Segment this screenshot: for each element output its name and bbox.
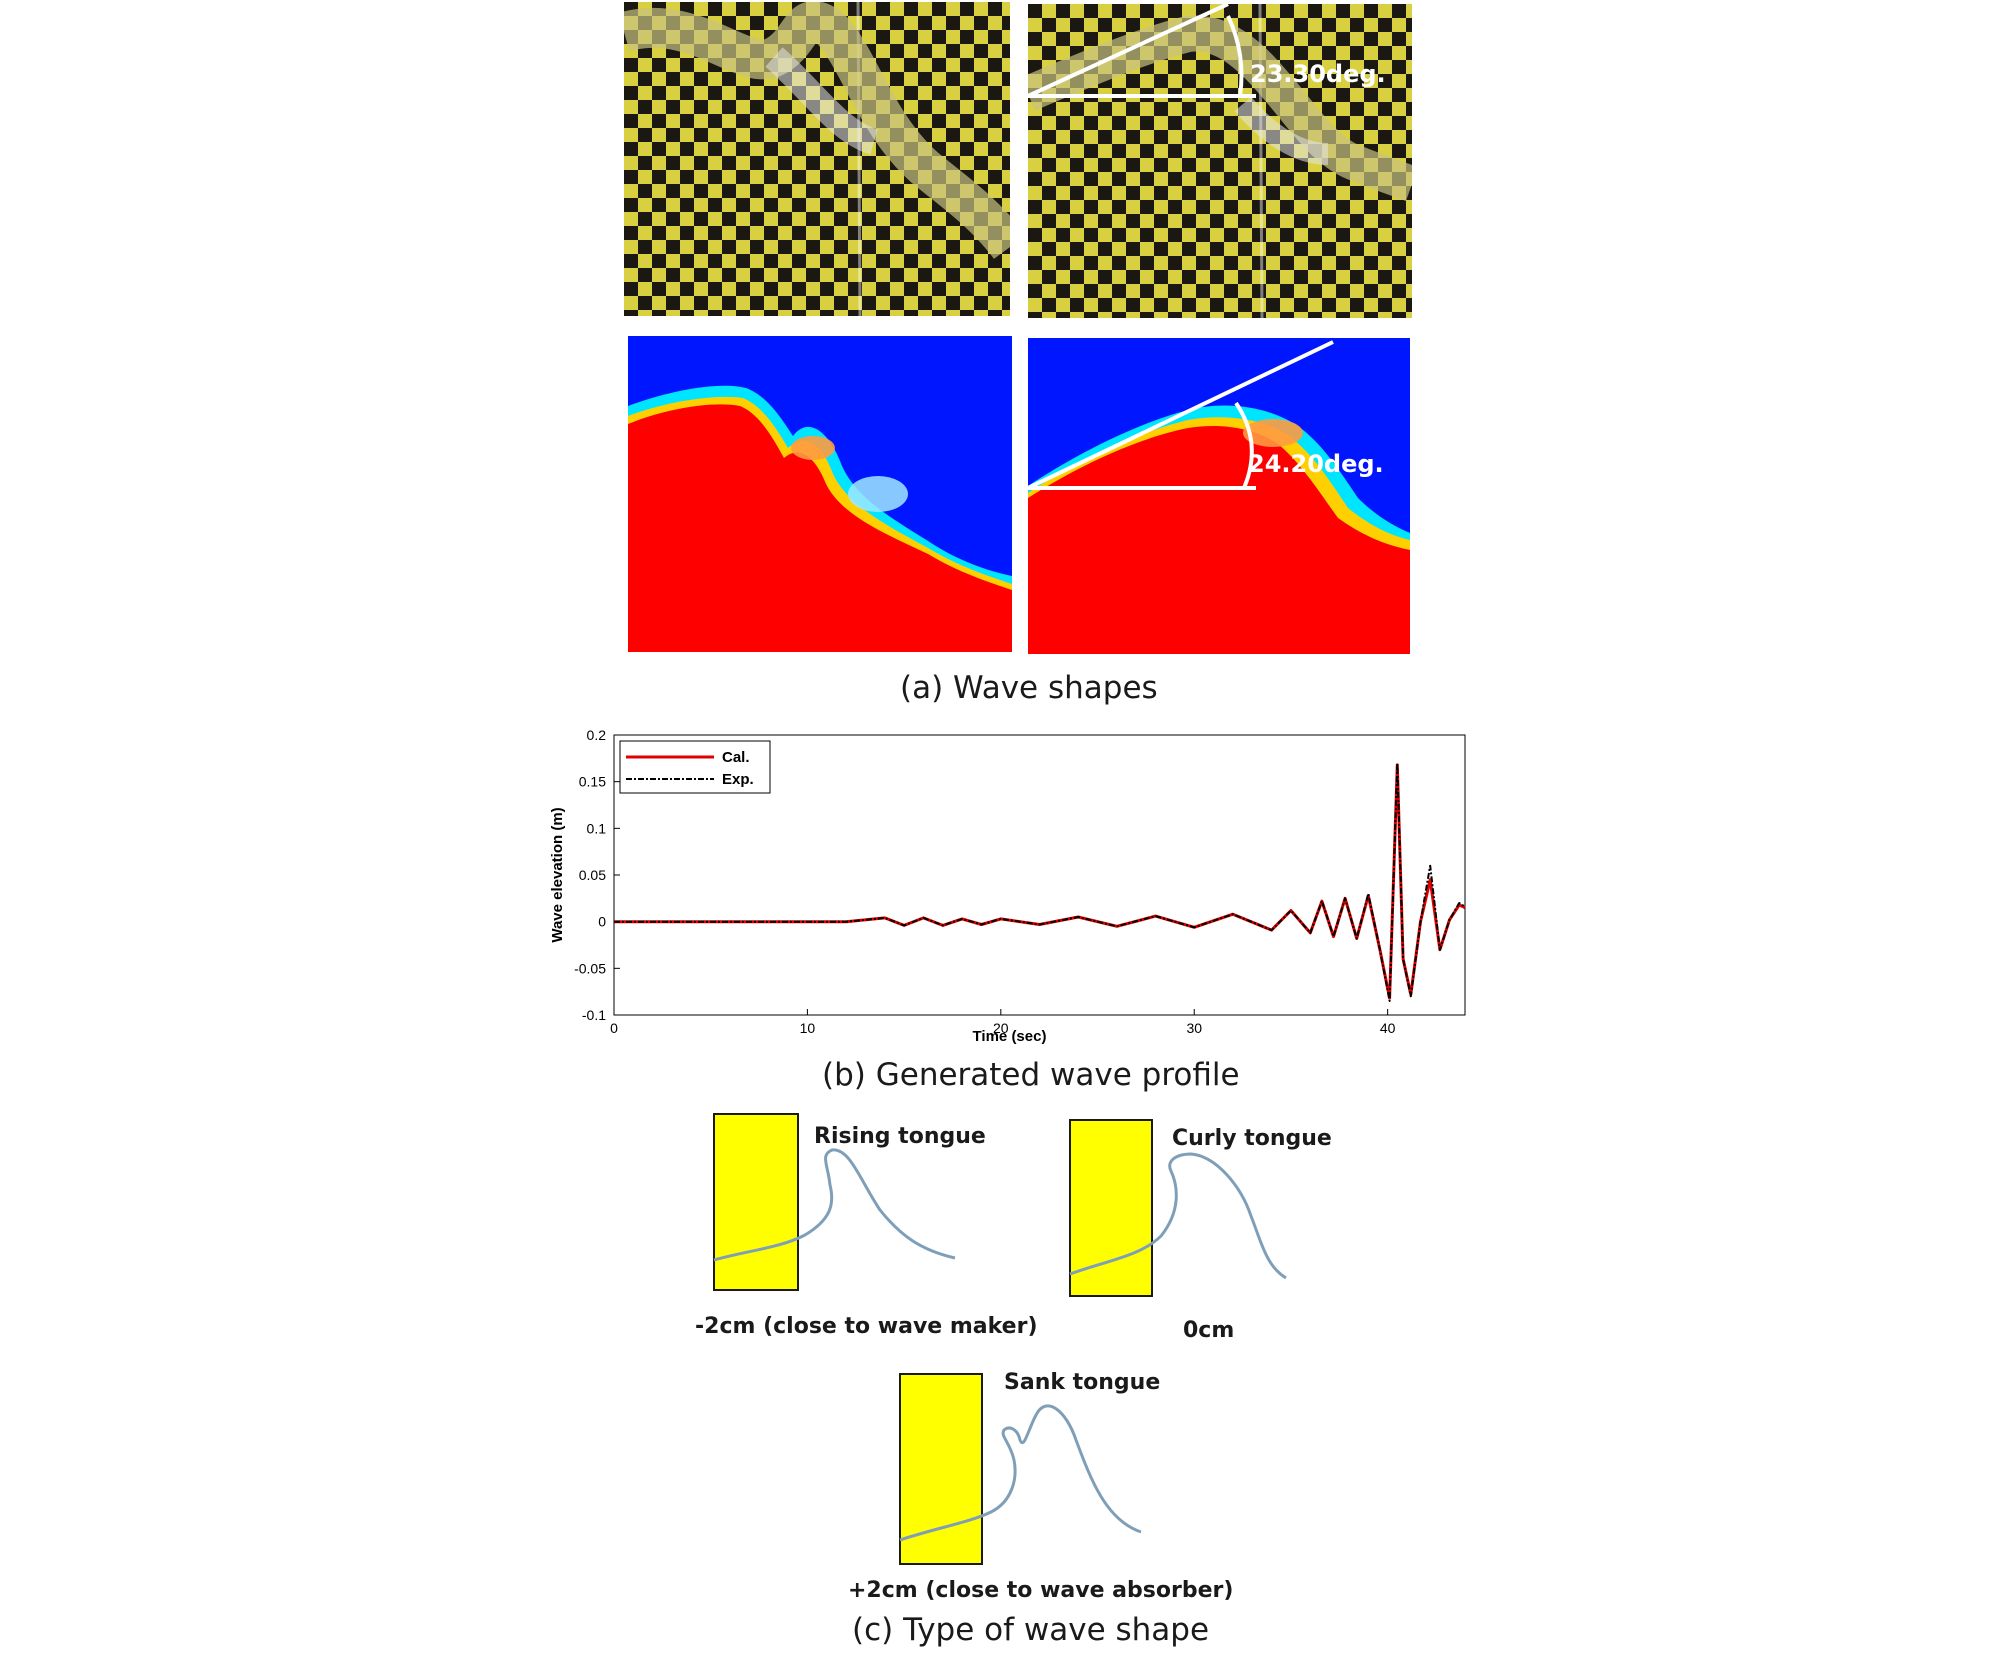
y-tick-label: -0.05 [574, 960, 606, 976]
simulation-left [628, 336, 1012, 652]
sim-angle-line-upper [1028, 340, 1334, 490]
curly-tongue-diagram [1069, 1119, 1287, 1297]
caption-a: (a) Wave shapes [900, 670, 1158, 706]
wave-maker-block [713, 1113, 799, 1291]
experiment-photo-left [624, 2, 1010, 316]
y-tick-label: 0.05 [579, 867, 606, 883]
y-axis-label: Wave elevation (m) [549, 807, 566, 942]
wave-curve [713, 1148, 956, 1262]
x-tick-label: 10 [800, 1020, 816, 1036]
exp-angle-label: 23.30deg. [1250, 60, 1386, 88]
y-tick-label: -0.1 [582, 1007, 606, 1023]
legend-box [619, 740, 771, 794]
y-tick-label: 0.2 [587, 727, 607, 743]
wave-maker-block-3 [899, 1373, 983, 1565]
x-tick-label: 40 [1380, 1020, 1396, 1036]
angle-line-upper [1028, 4, 1229, 98]
wave-maker-block-2 [1069, 1119, 1153, 1297]
sim-angle-arc [1234, 401, 1254, 489]
curly-tongue-label: Curly tongue [1172, 1126, 1332, 1151]
legend-label: Cal. [722, 749, 750, 766]
wave-elevation-chart: 0 10 20 30 40 -0.1 -0.05 0 0.05 0.1 0.15 0.2 Time (s… [549, 727, 1466, 1045]
x-axis-label: Time (sec) [973, 1028, 1047, 1045]
x-tick-label: 30 [1186, 1020, 1202, 1036]
rising-tongue-label: Rising tongue [814, 1124, 986, 1149]
sank-tongue-label: Sank tongue [1004, 1370, 1161, 1395]
series-line-cal [614, 763, 1466, 1000]
sim-angle-label: 24.20deg. [1248, 450, 1384, 478]
sank-position-label: +2cm (close to wave absorber) [848, 1578, 1234, 1603]
caption-c: (c) Type of wave shape [852, 1612, 1210, 1648]
angle-arc [1226, 15, 1244, 97]
x-tick-label: 20 [993, 1020, 1009, 1036]
y-tick-label: 0.15 [579, 774, 606, 790]
wave-curve-3 [899, 1404, 1142, 1542]
rising-position-label: -2cm (close to wave maker) [695, 1314, 1038, 1339]
sank-tongue-diagram [899, 1373, 1142, 1565]
rising-tongue-diagram [713, 1113, 956, 1291]
series-line-exp [614, 762, 1466, 1002]
x-tick-label: 0 [610, 1020, 618, 1036]
y-tick-label: 0.1 [587, 820, 607, 836]
curly-position-label: 0cm [1183, 1318, 1235, 1343]
caption-b: (b) Generated wave profile [822, 1057, 1240, 1093]
experiment-photo-right [1028, 4, 1412, 318]
simulation-right [1028, 338, 1410, 654]
wave-curve-2 [1069, 1152, 1287, 1280]
y-tick-label: 0 [598, 914, 606, 930]
legend-label: Exp. [722, 771, 754, 788]
